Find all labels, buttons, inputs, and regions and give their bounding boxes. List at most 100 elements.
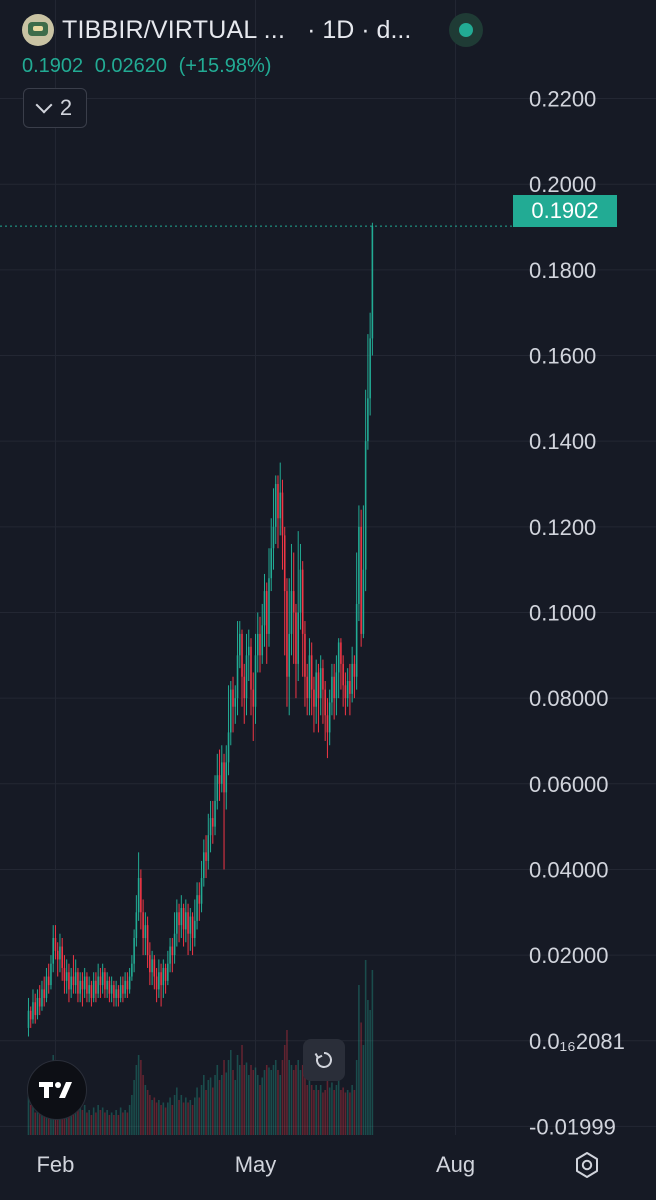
candle-body [256, 633, 259, 656]
candle-body [295, 612, 297, 664]
candle [223, 753, 225, 870]
candle [140, 869, 142, 930]
price-axis[interactable]: 0.2200 0.2000 0.1800 0.1600 0.1400 0.1200 0.10… [529, 87, 625, 1140]
candle [86, 972, 88, 1003]
tradingview-logo-icon[interactable] [27, 1060, 87, 1120]
volume-bar [79, 1107, 81, 1135]
candle [252, 672, 255, 741]
volume-bar [270, 1070, 273, 1135]
volume-bar [207, 1080, 210, 1135]
candle [117, 985, 120, 1007]
candle [340, 638, 342, 690]
volume-bar [167, 1102, 169, 1135]
candle-body [315, 672, 317, 707]
symbol-header[interactable]: TIBBIR/VIRTUAL ... · 1D · d... [22, 12, 411, 48]
volume-bar [104, 1112, 106, 1135]
candle-body [358, 526, 360, 604]
indicators-toggle-button[interactable]: 2 [23, 88, 87, 128]
candle [90, 980, 93, 1007]
settings-button[interactable] [570, 1148, 604, 1182]
candle-body [158, 972, 160, 990]
candle-body [301, 569, 304, 634]
candle-body [351, 663, 353, 694]
volume-bar [144, 1085, 147, 1135]
candle-body [74, 972, 77, 986]
candle [333, 663, 335, 720]
candle [358, 505, 360, 622]
volume-bar [238, 1065, 241, 1135]
candle [32, 989, 34, 1024]
time-axis[interactable]: Feb May Aug [36, 1152, 475, 1177]
volume-bar [126, 1112, 129, 1135]
candle [364, 389, 367, 592]
candle [41, 980, 43, 1011]
candle-body [220, 762, 223, 784]
volume-bar [77, 1100, 79, 1135]
volume-bar [232, 1070, 234, 1135]
volume-bar [95, 1112, 97, 1135]
volume-bar [209, 1077, 212, 1135]
candle [367, 334, 369, 450]
candle [259, 616, 261, 673]
candle-body [200, 878, 203, 904]
candle-body [324, 689, 326, 716]
candle-body [290, 591, 293, 634]
candle [313, 676, 315, 733]
candle-body [319, 668, 322, 699]
candle [169, 937, 171, 973]
volume-bar [245, 1062, 248, 1135]
candle [97, 963, 99, 998]
candle-body [313, 689, 315, 707]
candle [265, 582, 268, 664]
last-price: 0.1902 [22, 55, 84, 77]
candle-body [92, 980, 95, 998]
candle-body [349, 681, 351, 694]
volume-bar [90, 1115, 93, 1135]
reset-chart-button[interactable] [303, 1039, 345, 1081]
volume-bar [236, 1055, 239, 1135]
candle [274, 475, 277, 544]
volume-bar [43, 1105, 45, 1135]
candle-body [104, 972, 106, 990]
candle-body [47, 976, 50, 986]
candle [277, 475, 279, 549]
candle [142, 899, 144, 956]
candle [182, 903, 185, 947]
volume-bar [212, 1087, 214, 1135]
status-dot-icon[interactable] [449, 13, 483, 47]
candle-body [56, 950, 59, 960]
volume-bars [27, 960, 374, 1135]
volume-bar [36, 1102, 39, 1135]
candle [54, 925, 57, 960]
candles [27, 222, 374, 1037]
settings-icon [576, 1152, 598, 1178]
candle [128, 967, 131, 994]
candle-body [243, 676, 246, 699]
volume-bar [367, 1000, 369, 1135]
volume-bar [340, 1090, 342, 1135]
volume-bar [29, 1105, 32, 1135]
candle-body [83, 976, 86, 990]
candle-body [367, 398, 369, 442]
volume-bar [279, 1075, 282, 1135]
candle-body [337, 642, 340, 673]
candle-body [176, 912, 178, 934]
reset-icon [314, 1052, 332, 1068]
candle [176, 899, 178, 947]
volume-bar [191, 1105, 194, 1135]
candle [79, 972, 81, 1003]
candle-body [108, 980, 111, 994]
candle-body [180, 908, 183, 926]
volume-bar [97, 1105, 99, 1135]
candle-body [194, 920, 196, 938]
interval-label[interactable]: · 1D · d... [307, 15, 412, 44]
volume-bar [290, 1065, 293, 1135]
candle-body [304, 633, 306, 677]
candle [349, 663, 351, 716]
candle [261, 603, 264, 664]
volume-bar [335, 1085, 338, 1135]
symbol-name[interactable]: TIBBIR/VIRTUAL ... [62, 15, 286, 44]
volume-bar [220, 1075, 223, 1135]
